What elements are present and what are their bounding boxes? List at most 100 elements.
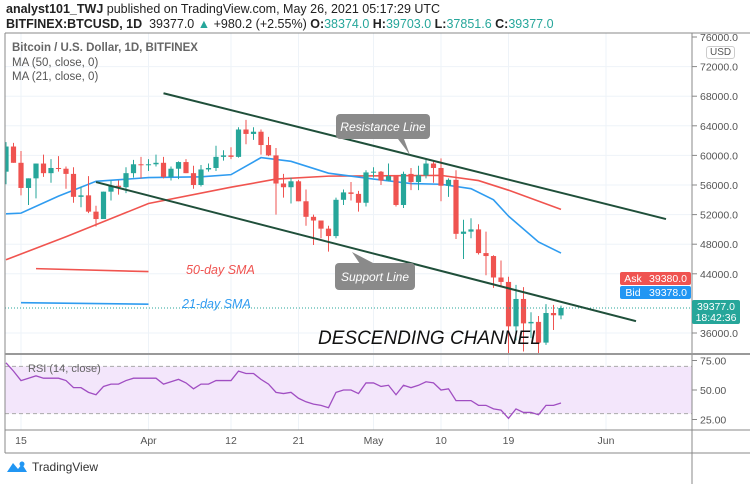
- candle-body: [138, 164, 144, 166]
- sma50-legend-line: [35, 267, 149, 273]
- open-value: 38374.0: [324, 17, 370, 31]
- ma21-legend[interactable]: MA (21, close, 0): [12, 71, 99, 83]
- candle-body: [25, 178, 32, 188]
- candle-body: [18, 162, 24, 188]
- high-value: 39703.0: [385, 17, 432, 31]
- up-arrow-icon: ▲: [197, 17, 211, 31]
- candle-body: [520, 298, 527, 324]
- date-tick-label: Apr: [140, 435, 157, 447]
- candle-body: [453, 179, 459, 234]
- candle-body: [145, 164, 152, 166]
- candle-body: [430, 163, 437, 168]
- candle-body: [235, 129, 242, 157]
- currency-badge[interactable]: USD: [706, 46, 736, 59]
- candle-body: [168, 168, 174, 177]
- candle-body: [318, 220, 324, 229]
- candle-body: [115, 185, 122, 188]
- rsi-line: [5, 362, 562, 420]
- axes[interactable]: 76000.0 72000.0 68000.0 64000.0 60000.0 56000…: [15, 32, 738, 447]
- candle-body: [415, 175, 422, 183]
- candle-body: [303, 201, 309, 217]
- tradingview-logo[interactable]: TradingView: [6, 460, 98, 474]
- candle-body: [243, 129, 249, 134]
- price-tick-label: 64000.0: [700, 121, 738, 133]
- tradingview-logo-icon: [7, 461, 27, 472]
- last-price-value: 39377.0: [697, 301, 735, 313]
- publish-info: analyst101_TWJ published on TradingView.…: [6, 2, 440, 16]
- candle-body: [348, 192, 354, 194]
- ask-tag: Ask 39380.0: [620, 272, 691, 285]
- candle-body: [100, 191, 107, 220]
- author[interactable]: analyst101_TWJ: [6, 2, 104, 16]
- bid-label: Bid: [625, 287, 640, 299]
- price-tick-label: 60000.0: [700, 150, 738, 162]
- candle-body: [78, 195, 84, 197]
- candle-body: [468, 229, 474, 232]
- support-label: Support Line: [341, 270, 409, 284]
- price-tick-label: 36000.0: [700, 328, 738, 340]
- candle-body: [273, 155, 279, 184]
- bar-countdown: 18:42:36: [696, 312, 737, 324]
- trendlines[interactable]: [5, 92, 692, 323]
- sma21-legend-line: [20, 301, 149, 305]
- price-tick-label: 76000.0: [700, 32, 738, 44]
- candle-body: [190, 173, 197, 185]
- bid-price: 39378.0: [649, 287, 687, 299]
- brand-name: TradingView: [32, 460, 99, 474]
- support-callout[interactable]: Support Line: [335, 252, 415, 290]
- ma50-line: [5, 174, 562, 261]
- date-tick-label: 10: [435, 435, 447, 447]
- candle-body: [423, 163, 429, 176]
- ma50-legend[interactable]: MA (50, close, 0): [12, 57, 99, 69]
- candle-body: [475, 229, 482, 254]
- date-tick-label: 12: [225, 435, 237, 447]
- candle-body: [460, 231, 467, 234]
- channel-label: DESCENDING CHANNEL: [318, 328, 541, 349]
- date-tick-label: 19: [503, 435, 515, 447]
- resistance-trendline: [163, 92, 667, 221]
- candle-body: [490, 256, 497, 278]
- candle-body: [543, 313, 549, 343]
- rsi-tick-label: 25.00: [700, 415, 726, 427]
- candle-body: [258, 131, 264, 146]
- candle-body: [340, 192, 347, 200]
- candle-body: [55, 167, 62, 169]
- chart-title: Bitcoin / U.S. Dollar, 1D, BITFINEX: [12, 42, 198, 54]
- high-label: H:: [372, 17, 386, 31]
- sma21-label: 21-day SMA: [181, 297, 251, 311]
- candle-body: [10, 146, 17, 163]
- candle-body: [40, 163, 47, 174]
- candle-body: [130, 164, 137, 174]
- low-value: 37851.6: [446, 17, 492, 31]
- date-tick-label: May: [364, 435, 385, 447]
- sma50-label: 50-day SMA: [186, 263, 255, 277]
- candle-body: [408, 173, 414, 183]
- candle-body: [385, 176, 392, 181]
- candle-body: [438, 167, 444, 186]
- ask-price: 39380.0: [649, 273, 687, 285]
- rsi-tick-label: 75.00: [700, 356, 726, 368]
- candle-body: [205, 167, 212, 170]
- candle-body: [70, 173, 77, 197]
- candle-body: [123, 173, 129, 188]
- date-tick-label: 15: [15, 435, 27, 447]
- candles: [5, 119, 564, 353]
- date-tick-label: 21: [293, 435, 305, 447]
- candle-body: [513, 298, 519, 327]
- candle-body: [108, 185, 114, 192]
- ma21-line: [5, 156, 562, 254]
- symbol-info: BITFINEX:BTCUSD, 1D 39377.0 ▲ +980.2 (+2…: [6, 17, 554, 31]
- candle-body: [295, 181, 302, 202]
- candle-body: [363, 172, 369, 203]
- close-label: C:: [495, 17, 509, 31]
- rsi-tick-label: 50.00: [700, 385, 726, 397]
- candle-body: [333, 199, 339, 237]
- price-tick-label: 56000.0: [700, 180, 738, 192]
- candle-body: [33, 163, 39, 179]
- last-price-tag: 39377.0 18:42:36: [692, 300, 740, 324]
- candle-body: [505, 281, 512, 327]
- resistance-callout[interactable]: Resistance Line: [336, 114, 430, 155]
- candle-body: [183, 162, 189, 174]
- price-tick-label: 68000.0: [700, 91, 738, 103]
